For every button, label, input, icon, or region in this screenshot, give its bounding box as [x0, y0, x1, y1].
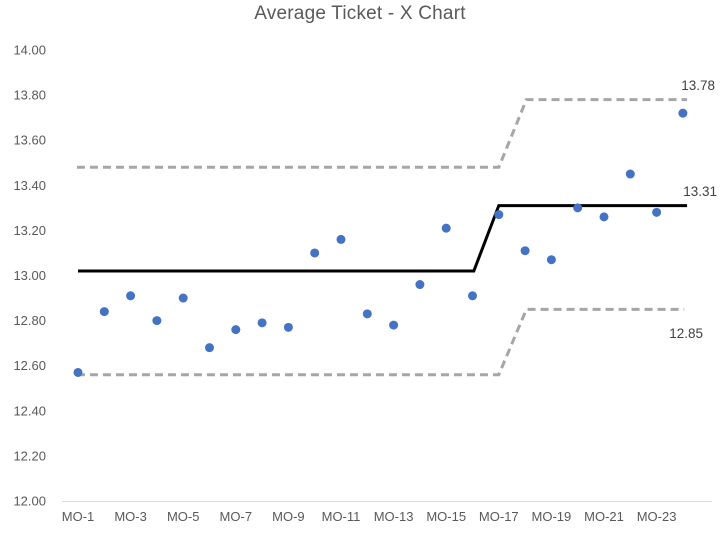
chart-title: Average Ticket - X Chart: [254, 3, 466, 24]
data-point: [494, 210, 504, 220]
data-point: [257, 318, 267, 328]
data-point: [231, 325, 241, 335]
data-point: [652, 207, 662, 217]
data-point: [362, 309, 372, 319]
data-point: [573, 203, 583, 213]
x-tick-label: MO-15: [426, 509, 466, 524]
y-tick-label: 12.80: [13, 313, 46, 328]
line-value-annotation: 13.78: [681, 78, 715, 93]
lcl-line: [76, 307, 685, 377]
x-tick-label: MO-23: [637, 509, 677, 524]
data-point: [625, 169, 635, 179]
data-point: [468, 291, 477, 301]
x-tick-label: MO-17: [479, 509, 519, 524]
data-point: [73, 367, 83, 377]
x-tick-label: MO-19: [532, 509, 572, 524]
x-tick-label: MO-5: [167, 509, 200, 524]
data-point: [336, 234, 346, 244]
x-tick-label: MO-11: [322, 509, 361, 524]
y-tick-label: 13.60: [13, 133, 46, 148]
data-point: [415, 280, 425, 290]
line-value-annotation: 12.85: [669, 326, 703, 341]
y-tick-label: 13.80: [13, 88, 46, 103]
center-line: [78, 204, 688, 273]
x-tick-label: MO-1: [62, 509, 95, 524]
data-point: [520, 246, 530, 256]
y-tick-label: 14.00: [13, 43, 46, 58]
data-point: [205, 343, 214, 353]
data-point: [178, 293, 188, 303]
x-tick-label: MO-3: [114, 509, 147, 524]
y-tick-label: 13.20: [13, 223, 46, 238]
x-tick-label: MO-9: [272, 509, 305, 524]
data-point: [546, 255, 556, 265]
x-tick-label: MO-21: [584, 509, 624, 524]
y-tick-label: 13.00: [13, 268, 46, 283]
x-tick-label: MO-13: [374, 509, 414, 524]
data-point: [599, 212, 609, 222]
line-value-annotation: 13.31: [683, 184, 717, 199]
y-tick-label: 12.00: [13, 494, 46, 509]
ucl-line: [76, 98, 688, 169]
y-tick-label: 13.40: [13, 178, 46, 193]
data-point: [310, 248, 320, 258]
y-tick-label: 12.40: [13, 403, 46, 418]
data-point: [99, 307, 109, 317]
data-point: [152, 316, 162, 326]
data-point: [283, 322, 293, 332]
data-point: [441, 223, 451, 233]
data-point: [678, 108, 688, 118]
data-point: [389, 320, 399, 330]
x-tick-label: MO-7: [220, 509, 253, 524]
y-tick-label: 12.20: [13, 448, 46, 463]
data-point: [126, 291, 136, 301]
y-tick-label: 12.60: [13, 358, 46, 373]
